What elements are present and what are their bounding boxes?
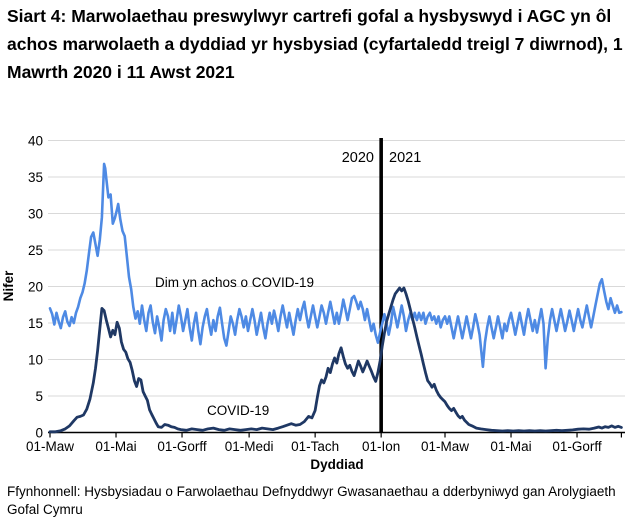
x-tick-label: 01-Maw: [26, 439, 74, 454]
y-tick-label-30: 30: [28, 206, 43, 221]
x-tick-label: 01-Maw: [421, 439, 469, 454]
year-label-2021: 2021: [389, 150, 421, 166]
plot-area: 0 5 10 15 20 25 30 35 40 01-Maw 01-Mai 01-Gorff 01-M…: [26, 133, 625, 454]
y-axis-title: Nifer: [1, 270, 16, 302]
y-tick-label-20: 20: [28, 279, 43, 294]
series-label-non-covid: Dim yn achos o COVID-19: [155, 275, 314, 290]
x-tick-label: 01-Mai: [490, 439, 531, 454]
series-label-covid: COVID-19: [207, 403, 269, 418]
series-line-covid: [48, 286, 623, 434]
source-note: Ffynhonnell: Hysbysiadau o Farwolaethau …: [7, 484, 616, 517]
x-axis-title: Dyddiad: [310, 457, 363, 472]
year-label-2020: 2020: [342, 150, 374, 166]
year-divider-line: [379, 138, 383, 433]
x-tick-label: 01-Tach: [291, 439, 339, 454]
y-tick-label-10: 10: [28, 352, 43, 367]
series-line-non-covid: [48, 162, 623, 370]
x-tick-label: 01-Medi: [225, 439, 274, 454]
y-tick-label-25: 25: [28, 243, 43, 258]
y-tick-label-35: 35: [28, 170, 43, 185]
x-tick-label: 01-Gorff: [552, 439, 602, 454]
y-tick-label-5: 5: [35, 389, 43, 404]
y-tick-label-40: 40: [28, 133, 43, 148]
y-tick-label-15: 15: [28, 316, 43, 331]
x-tick-label: 01-Gorff: [157, 439, 207, 454]
chart-title: Siart 4: Marwolaethau preswylwyr cartref…: [7, 6, 623, 82]
x-tick-label: 01-Mai: [95, 439, 136, 454]
y-tick-label-0: 0: [35, 425, 43, 440]
x-tick-label: 01-Ion: [362, 439, 400, 454]
